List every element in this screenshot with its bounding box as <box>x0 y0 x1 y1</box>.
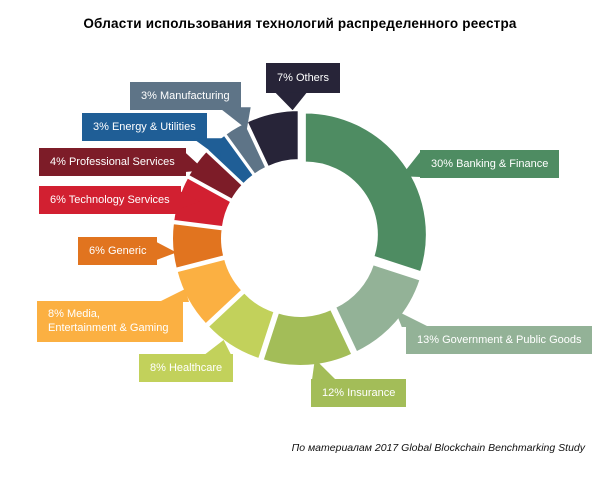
callout-professional: 4% Professional Services <box>39 148 205 177</box>
chart-title: Области использования технологий распред… <box>83 16 517 31</box>
slice-others <box>245 109 300 169</box>
slice-generic <box>171 221 226 270</box>
callout-media: 8% Media, Entertainment & Gaming <box>37 289 189 342</box>
callout-label-banking: 30% Banking & Finance <box>431 158 549 170</box>
callout-others: 7% Others <box>266 63 340 111</box>
slice-healthcare <box>206 290 276 361</box>
callout-label-energy: 3% Energy & Utilities <box>93 121 196 133</box>
callout-label-healthcare: 8% Healthcare <box>150 362 223 374</box>
slice-insurance <box>261 307 354 367</box>
callout-label-manufacturing: 3% Manufacturing <box>141 90 230 102</box>
callout-healthcare: 8% Healthcare <box>139 340 234 383</box>
callout-label-others: 7% Others <box>277 72 329 84</box>
slice-government <box>333 262 422 354</box>
callout-label-generic: 6% Generic <box>89 245 147 257</box>
callout-energy: 3% Energy & Utilities <box>82 113 223 159</box>
callout-insurance: 12% Insurance <box>311 359 407 408</box>
slice-manufacturing <box>223 121 268 176</box>
callout-label-professional: 4% Professional Services <box>50 156 175 168</box>
callout-manufacturing: 3% Manufacturing <box>130 82 251 130</box>
slice-banking <box>303 111 428 274</box>
callout-label-insurance: 12% Insurance <box>322 387 396 399</box>
callout-generic: 6% Generic <box>78 237 177 266</box>
callout-technology: 6% Technology Services <box>39 186 200 215</box>
slice-media <box>175 257 244 326</box>
callout-label-media: 8% Media, Entertainment & Gaming <box>48 308 169 335</box>
source-note: По материалам 2017 Global Blockchain Ben… <box>291 442 585 454</box>
callout-label-technology: 6% Technology Services <box>50 194 170 206</box>
callout-banking: 30% Banking & Finance <box>401 150 560 179</box>
callout-government: 13% Government & Public Goods <box>395 310 593 355</box>
callout-label-government: 13% Government & Public Goods <box>417 334 582 346</box>
